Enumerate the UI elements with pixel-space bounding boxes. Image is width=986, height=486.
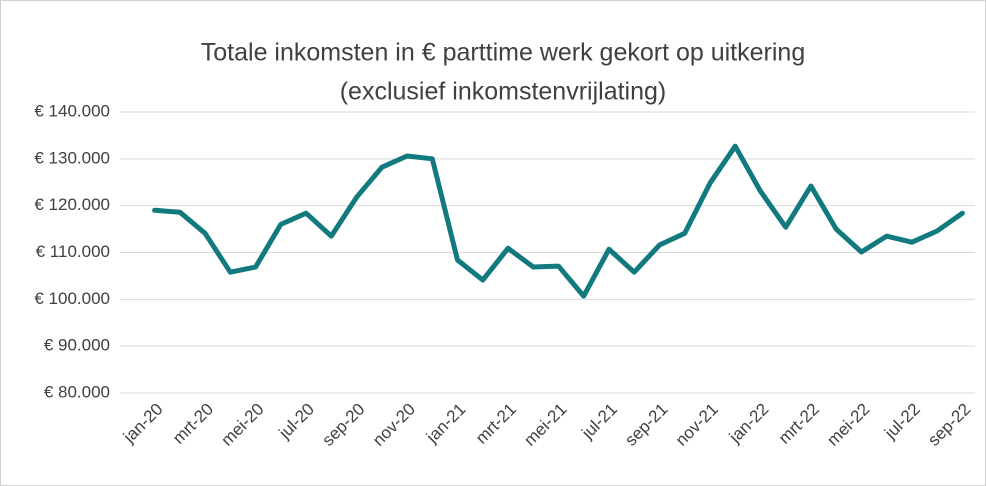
y-tick-label: € 110.000 [36, 242, 110, 261]
y-tick-label: € 80.000 [44, 382, 110, 401]
chart-title: (exclusief inkomstenvrijlating) [340, 78, 667, 106]
y-tick-label: € 90.000 [44, 336, 110, 355]
y-tick-label: € 120.000 [34, 195, 110, 214]
y-tick-label: € 130.000 [34, 148, 110, 167]
y-tick-label: € 140.000 [34, 101, 110, 120]
y-tick-label: € 100.000 [34, 289, 110, 308]
series-line [152, 143, 965, 299]
chart-title: Totale inkomsten in € parttime werk geko… [201, 39, 805, 67]
